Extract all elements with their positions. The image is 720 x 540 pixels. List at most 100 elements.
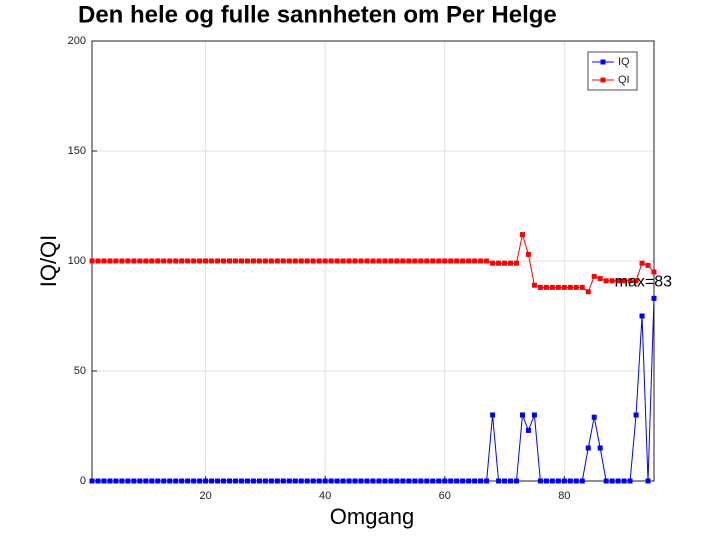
point-marker [513,478,519,484]
point-marker [508,478,514,484]
point-marker [125,478,131,484]
point-marker [442,258,448,264]
point-marker [364,258,370,264]
point-marker [508,260,514,266]
point-marker [484,258,490,264]
point-marker [203,478,209,484]
point-marker [382,258,388,264]
point-marker [310,258,316,264]
point-marker [555,478,561,484]
point-marker [209,478,215,484]
point-marker [519,412,525,418]
point-marker [490,412,496,418]
point-marker [215,478,221,484]
point-marker [561,478,567,484]
point-marker [412,478,418,484]
point-marker [430,478,436,484]
point-marker [502,260,508,266]
point-marker [627,478,633,484]
point-marker [364,478,370,484]
point-marker [633,412,639,418]
point-marker [173,258,179,264]
point-marker [591,414,597,420]
point-marker [448,478,454,484]
point-marker [185,478,191,484]
point-marker [615,478,621,484]
point-marker [484,478,490,484]
point-marker [244,258,250,264]
point-marker [334,478,340,484]
point-marker [298,258,304,264]
point-marker [167,478,173,484]
x-tick-label: 60 [439,490,451,502]
point-marker [597,276,603,282]
annotation: max=83 [615,274,672,291]
point-marker [197,258,203,264]
point-marker [119,478,125,484]
point-marker [155,478,161,484]
point-marker [406,258,412,264]
point-marker [496,478,502,484]
point-marker [334,258,340,264]
point-marker [567,284,573,290]
point-marker [340,478,346,484]
point-marker [454,258,460,264]
point-marker [490,260,496,266]
point-marker [232,478,238,484]
point-marker [633,278,639,284]
series-line [92,298,655,482]
point-marker [185,258,191,264]
point-marker [197,478,203,484]
point-marker [418,478,424,484]
point-marker [268,258,274,264]
point-marker [394,478,400,484]
legend-label: IQ [618,56,630,68]
point-marker [621,278,627,284]
point-marker [143,258,149,264]
point-marker [328,478,334,484]
point-marker [131,478,137,484]
point-marker [609,478,615,484]
y-tick-label: 0 [80,475,86,487]
point-marker [406,478,412,484]
point-marker [525,427,531,433]
y-tick-label: 150 [68,145,86,157]
point-marker [394,258,400,264]
point-marker [519,232,525,238]
point-marker [304,478,310,484]
point-marker [603,278,609,284]
point-marker [137,258,143,264]
point-marker [209,258,215,264]
point-marker [107,478,113,484]
point-marker [496,260,502,266]
point-marker [346,478,352,484]
point-marker [113,258,119,264]
point-marker [149,258,155,264]
point-marker [131,258,137,264]
point-marker [543,284,549,290]
point-marker [472,258,478,264]
legend-marker [600,59,606,65]
point-marker [292,478,298,484]
point-marker [274,478,280,484]
point-marker [227,258,233,264]
x-tick-label: 20 [199,490,211,502]
point-marker [340,258,346,264]
y-tick-label: 200 [68,35,86,47]
point-marker [286,258,292,264]
point-marker [442,478,448,484]
point-marker [537,478,543,484]
point-marker [125,258,131,264]
legend-box [587,51,638,91]
point-marker [358,258,364,264]
point-marker [543,478,549,484]
point-marker [215,258,221,264]
point-marker [621,478,627,484]
point-marker [161,258,167,264]
point-marker [639,260,645,266]
point-marker [352,478,358,484]
point-marker [262,478,268,484]
point-marker [268,478,274,484]
point-marker [310,478,316,484]
